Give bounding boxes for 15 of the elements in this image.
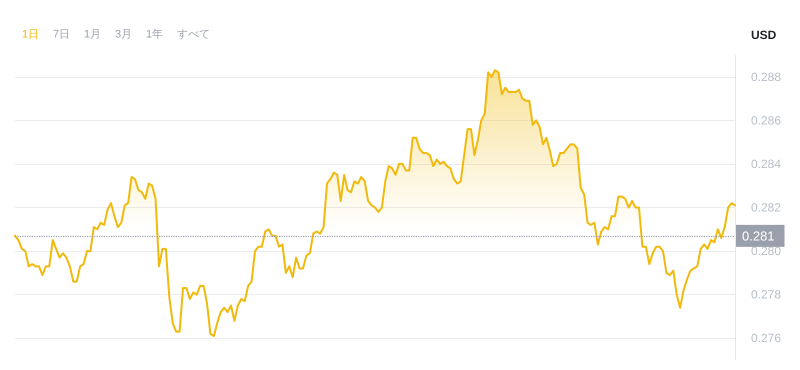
text: 1月 <box>84 28 102 40</box>
text: すべて <box>177 28 210 40</box>
y-tick-label: 0.276 <box>751 331 782 346</box>
y-tick-label: 0.282 <box>751 200 782 214</box>
y-tick-label: 0.278 <box>751 288 782 302</box>
text: 1日 <box>22 28 40 40</box>
y-axis-title: USD <box>751 28 777 42</box>
text: 3月 <box>115 28 132 40</box>
y-tick-label: 0.284 <box>751 156 782 171</box>
y-tick-label: 0.286 <box>751 113 782 128</box>
y-tick-label: 0.288 <box>751 70 782 84</box>
ref-line-label: 0.281 <box>742 228 775 244</box>
text: 1年 <box>146 28 164 40</box>
y-tick-label: 0.280 <box>751 244 782 258</box>
text: 7日 <box>53 28 70 40</box>
